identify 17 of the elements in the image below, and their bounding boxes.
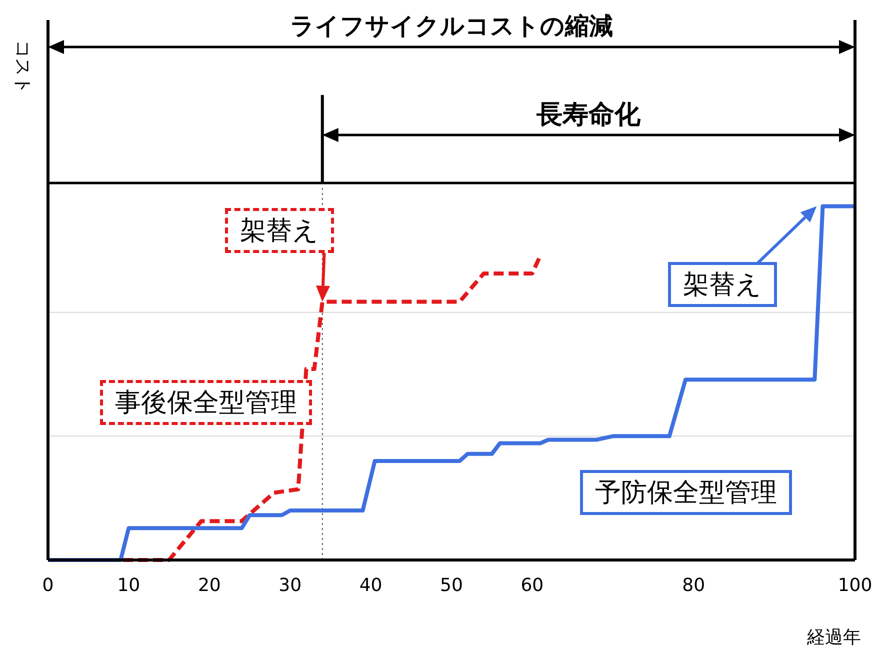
chart-title: ライフサイクルコストの縮減 bbox=[289, 11, 614, 42]
x-tick-label: 50 bbox=[440, 574, 463, 596]
x-tick-label: 100 bbox=[838, 574, 872, 596]
note-box: 架替え bbox=[225, 208, 334, 253]
x-tick-label: 60 bbox=[520, 574, 544, 596]
x-tick-label: 0 bbox=[42, 574, 54, 596]
series-label: 事後保全型管理 bbox=[100, 380, 312, 425]
note-box: 架替え bbox=[668, 262, 777, 307]
x-tick-label: 20 bbox=[198, 574, 221, 596]
text: コスト bbox=[11, 39, 34, 96]
text: 長寿命化 bbox=[536, 99, 642, 132]
x-tick-label: 80 bbox=[682, 574, 706, 596]
x-axis-title: 経過年 bbox=[807, 626, 861, 649]
x-tick-label: 10 bbox=[117, 574, 140, 596]
x-tick-label: 30 bbox=[278, 574, 302, 596]
x-tick-label: 40 bbox=[359, 574, 382, 596]
series-label: 予防保全型管理 bbox=[580, 470, 792, 515]
